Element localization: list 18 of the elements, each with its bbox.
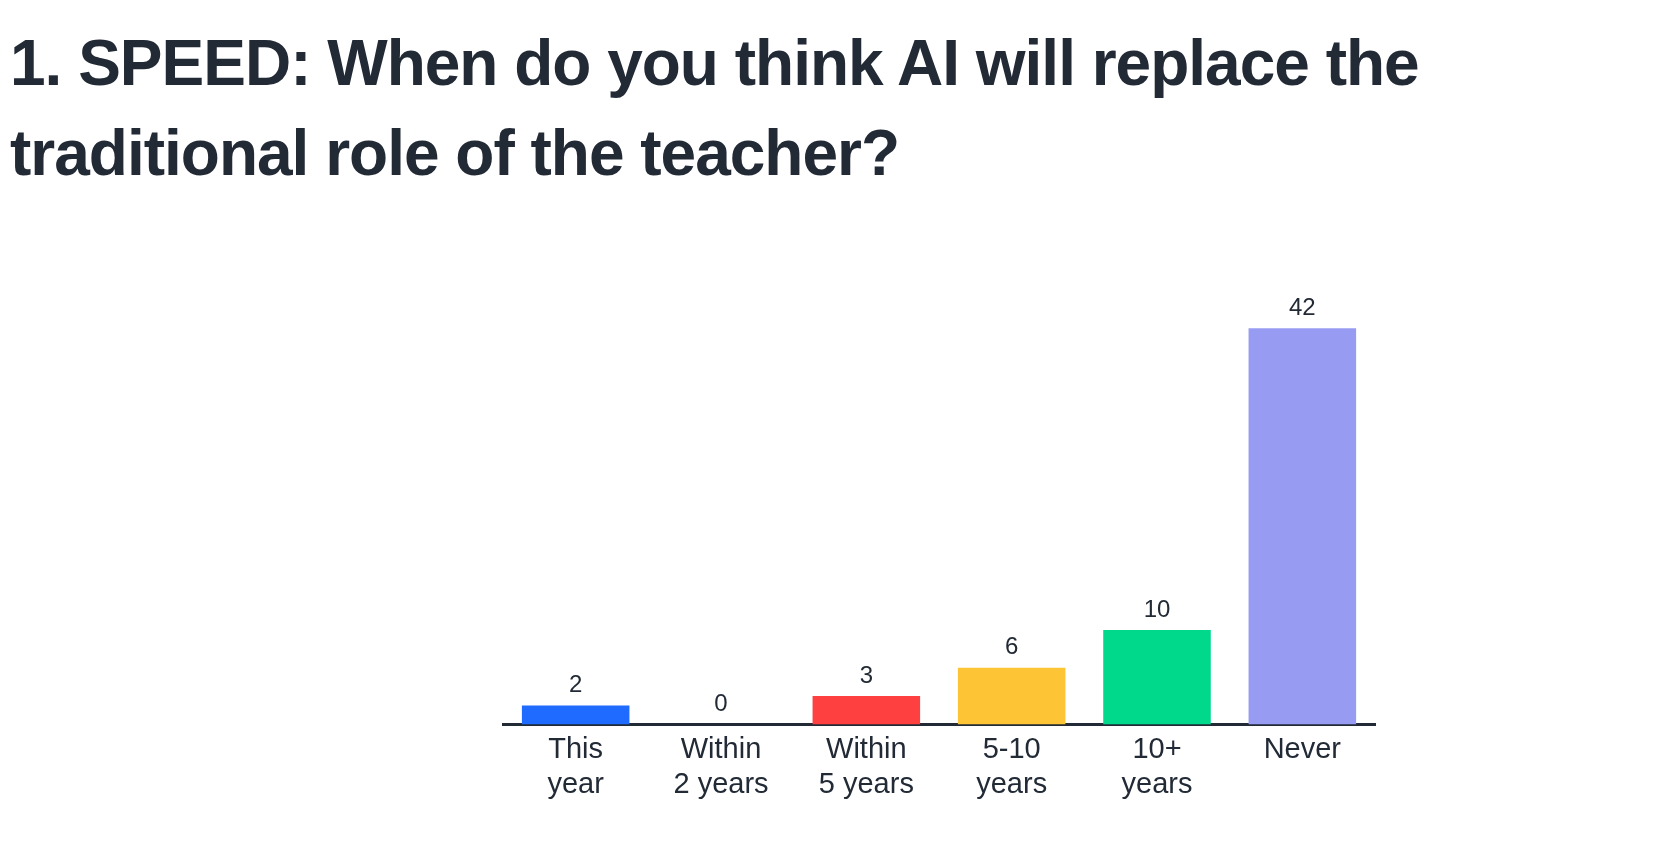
x-tick-label: Within 2 years — [673, 731, 769, 799]
x-tick-label: 10+ years — [1121, 731, 1193, 799]
data-label: 10 — [1143, 594, 1171, 622]
x-tick-label: 5-10 years — [976, 731, 1048, 799]
bar — [957, 667, 1066, 725]
bar — [812, 696, 921, 725]
data-label: 3 — [859, 660, 874, 688]
bar — [1248, 328, 1357, 725]
data-label: 42 — [1288, 292, 1316, 320]
x-tick-label: Within 5 years — [818, 731, 914, 799]
x-tick-label: Never — [1263, 731, 1342, 764]
bar — [521, 705, 630, 725]
chart-title: 1. SPEED: When do you think AI will replace the traditional role of the teacher? — [10, 26, 1420, 191]
x-tick-label: This year — [547, 731, 605, 799]
data-label: 6 — [1004, 632, 1019, 660]
data-label: 2 — [568, 670, 583, 698]
bar — [1103, 630, 1211, 725]
data-label: 0 — [714, 689, 728, 717]
